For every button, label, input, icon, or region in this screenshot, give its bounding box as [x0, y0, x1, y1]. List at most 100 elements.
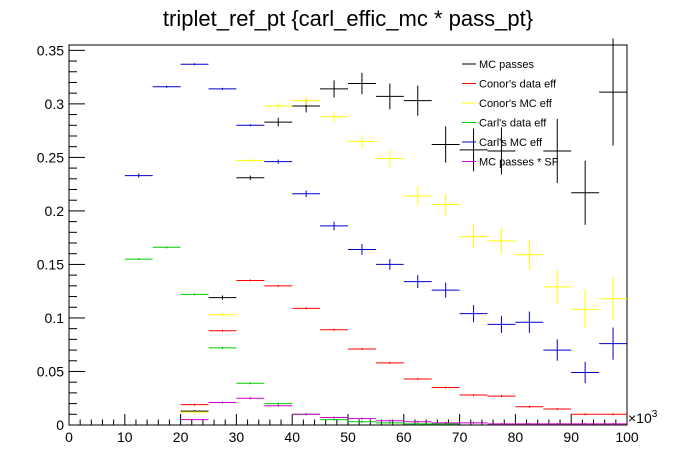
- data-point: [292, 96, 321, 105]
- x-axis-multiplier: ×103: [628, 409, 658, 426]
- data-point: [320, 416, 348, 419]
- data-point: [459, 128, 488, 172]
- data-point: [515, 311, 544, 333]
- data-point: [348, 347, 376, 351]
- series-group: [180, 38, 627, 413]
- legend-label: MC passes: [479, 59, 535, 71]
- data-point: [320, 111, 348, 123]
- data-point: [320, 328, 348, 331]
- y-tick-label: 0: [56, 417, 64, 433]
- data-point: [403, 377, 432, 381]
- data-point: [431, 421, 460, 424]
- y-tick-label: 0.05: [37, 363, 64, 379]
- data-point: [152, 246, 181, 249]
- data-point: [292, 307, 321, 310]
- data-point: [543, 407, 572, 411]
- series-group: [124, 246, 460, 425]
- data-point: [431, 193, 460, 216]
- data-point: [487, 127, 516, 175]
- data-point: [459, 393, 488, 397]
- data-point: [348, 417, 376, 420]
- data-point: [571, 361, 600, 384]
- y-tick-label: 0.3: [45, 96, 65, 112]
- legend-entry: MC passes: [462, 59, 535, 71]
- data-point: [348, 244, 376, 255]
- data-point: [320, 418, 348, 421]
- data-point: [320, 80, 348, 98]
- data-point: [180, 419, 209, 421]
- x-tick-label: 50: [340, 429, 356, 445]
- data-point: [264, 117, 293, 127]
- series-group: [180, 397, 627, 425]
- data-point: [348, 72, 376, 95]
- data-point: [375, 259, 404, 270]
- data-point: [375, 149, 404, 168]
- data-point: [403, 275, 432, 288]
- data-point: [124, 258, 153, 261]
- y-tick-label: 0.1: [45, 310, 65, 326]
- data-point: [487, 395, 516, 398]
- data-point: [487, 228, 516, 254]
- data-point: [236, 158, 265, 163]
- data-point: [571, 290, 600, 329]
- data-point: [459, 305, 488, 323]
- y-tick-label: 0.25: [37, 149, 64, 165]
- data-point: [180, 293, 209, 296]
- data-point: [571, 422, 600, 425]
- data-point: [208, 346, 237, 349]
- data-point: [264, 284, 293, 287]
- plot-area: 0 10 20 30 40 50 60 70 80 90 100 0 0.05 0.1 0.15 0.2 0.2…: [37, 38, 639, 445]
- legend-entry: Conor's data eff: [462, 79, 557, 91]
- data-point: [208, 329, 237, 332]
- legend-label: Carl's MC eff: [479, 137, 543, 149]
- data-point: [543, 422, 572, 425]
- data-point: [375, 361, 404, 364]
- data-point: [208, 87, 237, 90]
- data-point: [403, 186, 432, 206]
- data-point: [236, 397, 265, 400]
- x-tick-label: 20: [173, 429, 189, 445]
- data-point: [180, 411, 209, 414]
- y-tick-label: 0.2: [45, 203, 65, 219]
- legend-entry: Carl's MC eff: [462, 137, 543, 149]
- x-axis-multiplier-exponent: 3: [652, 409, 658, 420]
- x-tick-label: 30: [229, 429, 245, 445]
- data-point: [459, 421, 488, 424]
- data-point: [599, 277, 627, 321]
- data-point: [236, 279, 265, 282]
- data-point: [236, 175, 265, 180]
- y-tick-label: 0.15: [37, 256, 64, 272]
- axis-tick-labels: 0 10 20 30 40 50 60 70 80 90 100 0 0.05 0.1 0.15 0.2 0.2…: [37, 42, 639, 445]
- x-tick-label: 100: [615, 429, 639, 445]
- data-point: [431, 126, 460, 163]
- data-point: [236, 124, 265, 127]
- series-group: [124, 63, 627, 384]
- x-tick-label: 90: [563, 429, 579, 445]
- data-point: [375, 421, 404, 424]
- x-tick-label: 10: [117, 429, 133, 445]
- data-point: [320, 221, 348, 231]
- data-point: [264, 159, 293, 164]
- data-point: [180, 63, 209, 66]
- x-axis-multiplier-base: ×10: [628, 410, 652, 426]
- data-point: [403, 422, 432, 425]
- x-tick-label: 0: [65, 429, 73, 445]
- x-tick-label: 70: [452, 429, 468, 445]
- data-point: [431, 282, 460, 298]
- data-point: [459, 224, 488, 249]
- data-marks: [124, 38, 627, 425]
- x-tick-label: 80: [508, 429, 524, 445]
- data-point: [571, 413, 600, 416]
- data-point: [599, 422, 627, 425]
- data-point: [152, 85, 181, 88]
- legend-label: MC passes * SF: [479, 157, 559, 169]
- data-point: [292, 413, 321, 416]
- data-point: [403, 420, 432, 423]
- data-point: [543, 269, 572, 305]
- data-point: [180, 403, 209, 406]
- data-point: [208, 401, 237, 404]
- data-point: [264, 402, 293, 405]
- chart-title: triplet_ref_pt {carl_effic_mc * pass_pt}: [163, 6, 533, 31]
- data-point: [599, 327, 627, 360]
